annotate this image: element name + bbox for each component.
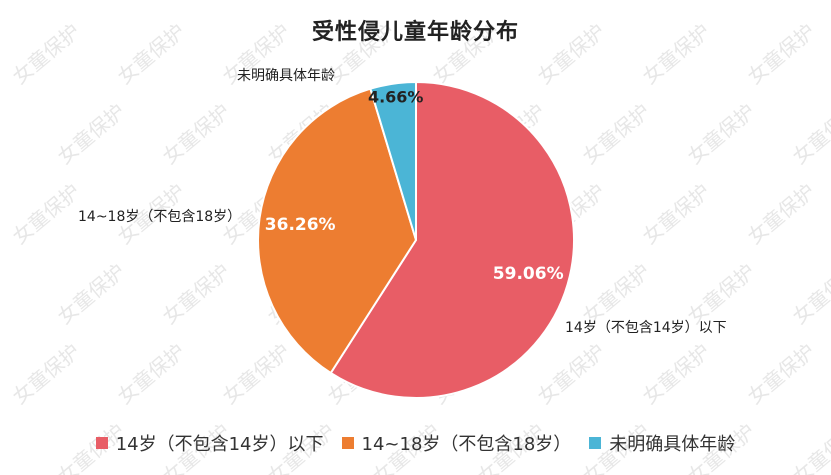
legend-label: 14~18岁（不包含18岁） bbox=[361, 434, 572, 455]
legend-item: 未明确具体年龄 bbox=[589, 430, 735, 456]
legend-swatch bbox=[589, 437, 602, 449]
slice-value-label: 4.66% bbox=[368, 87, 424, 106]
slice-category-label: 14岁（不包含14岁）以下 bbox=[565, 320, 727, 336]
pie-slice bbox=[369, 80, 417, 241]
pie-slice bbox=[329, 80, 575, 399]
slice-category-label: 14~18岁（不包含18岁） bbox=[78, 209, 241, 225]
legend: 14岁（不包含14岁）以下 14~18岁（不包含18岁） 未明确具体年龄 bbox=[0, 430, 831, 456]
legend-label: 未明确具体年龄 bbox=[609, 434, 736, 455]
chart-title: 受性侵儿童年龄分布 bbox=[311, 20, 519, 45]
slice-category-label: 未明确具体年龄 bbox=[237, 68, 335, 84]
legend-label: 14岁（不包含14岁）以下 bbox=[115, 434, 324, 455]
legend-swatch bbox=[341, 437, 354, 449]
slice-value-label: 36.26% bbox=[265, 215, 336, 235]
slice-value-label: 59.06% bbox=[493, 264, 564, 284]
pie-slice bbox=[257, 87, 418, 375]
legend-item: 14~18岁（不包含18岁） bbox=[341, 430, 572, 456]
legend-swatch bbox=[95, 437, 108, 449]
legend-item: 14岁（不包含14岁）以下 bbox=[95, 430, 324, 456]
